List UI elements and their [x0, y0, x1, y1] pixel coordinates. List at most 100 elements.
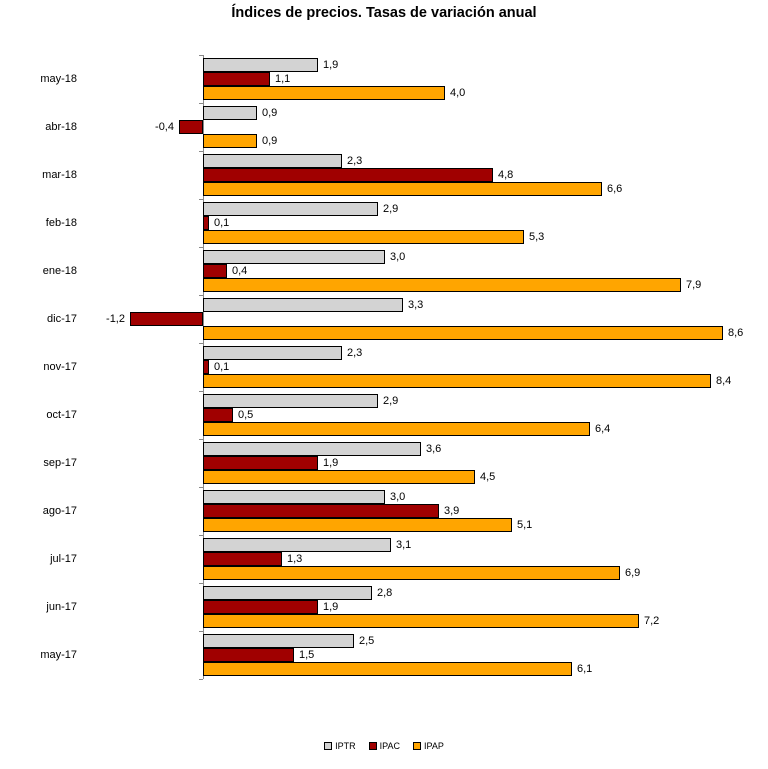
- bar-ipac-jul-17: [203, 552, 282, 566]
- category-label: nov-17: [43, 361, 77, 373]
- bar-ipac-ago-17: [203, 504, 439, 518]
- chart-legend: IPTR IPAC IPAP: [0, 741, 768, 751]
- bar-ipac-may-18: [203, 72, 270, 86]
- category-label: oct-17: [46, 409, 77, 421]
- bar-value-label: 2,3: [347, 347, 363, 359]
- axis-tick: [199, 535, 203, 536]
- bar-value-label: 3,0: [390, 251, 406, 263]
- bar-ipap-abr-18: [203, 134, 257, 148]
- category-label: feb-18: [45, 217, 77, 229]
- bar-value-label: 5,3: [529, 231, 545, 243]
- legend-label-ipap: IPAP: [424, 741, 444, 751]
- bar-ipap-may-18: [203, 86, 445, 100]
- bar-value-label: 6,4: [595, 423, 611, 435]
- bar-value-label: -1,2: [106, 313, 125, 325]
- bar-value-label: 0,4: [232, 265, 248, 277]
- bar-value-label: 0,5: [238, 409, 254, 421]
- category-label: ene-18: [42, 265, 77, 277]
- bar-ipac-dic-17: [130, 312, 203, 326]
- bar-ipap-jul-17: [203, 566, 620, 580]
- bar-ipap-sep-17: [203, 470, 475, 484]
- chart-title: Índices de precios. Tasas de variación a…: [231, 5, 537, 21]
- bar-value-label: 2,8: [377, 587, 393, 599]
- category-label: jul-17: [50, 553, 77, 565]
- axis-tick: [199, 199, 203, 200]
- bar-ipac-ene-18: [203, 264, 227, 278]
- category-label: mar-18: [42, 169, 77, 181]
- category-label: dic-17: [47, 313, 77, 325]
- category-label: ago-17: [42, 505, 77, 517]
- axis-tick: [199, 151, 203, 152]
- axis-tick: [199, 391, 203, 392]
- bar-ipac-may-17: [203, 648, 294, 662]
- bar-value-label: 1,9: [323, 457, 339, 469]
- bar-value-label: 3,9: [444, 505, 460, 517]
- bar-value-label: 0,9: [262, 135, 278, 147]
- axis-tick: [199, 439, 203, 440]
- bar-value-label: 2,9: [383, 395, 399, 407]
- bar-value-label: 7,2: [644, 615, 660, 627]
- bar-ipap-dic-17: [203, 326, 723, 340]
- axis-tick: [199, 295, 203, 296]
- bar-value-label: 4,5: [480, 471, 496, 483]
- bar-value-label: 3,6: [426, 443, 442, 455]
- bar-value-label: 4,0: [450, 87, 466, 99]
- bar-value-label: 2,3: [347, 155, 363, 167]
- bar-ipap-jun-17: [203, 614, 639, 628]
- bar-iptr-sep-17: [203, 442, 421, 456]
- bar-ipac-abr-18: [179, 120, 203, 134]
- bar-iptr-ago-17: [203, 490, 385, 504]
- axis-tick: [199, 247, 203, 248]
- bar-value-label: -0,4: [155, 121, 174, 133]
- legend-swatch-ipap-icon: [413, 742, 421, 750]
- bar-value-label: 1,9: [323, 59, 339, 71]
- bar-value-label: 2,5: [359, 635, 375, 647]
- bar-value-label: 3,3: [408, 299, 424, 311]
- bar-value-label: 0,1: [214, 361, 230, 373]
- category-label: may-18: [40, 73, 77, 85]
- axis-tick: [199, 583, 203, 584]
- bar-iptr-ene-18: [203, 250, 385, 264]
- bar-iptr-oct-17: [203, 394, 378, 408]
- bar-value-label: 4,8: [498, 169, 514, 181]
- bar-iptr-jun-17: [203, 586, 372, 600]
- bar-iptr-dic-17: [203, 298, 403, 312]
- category-label: may-17: [40, 649, 77, 661]
- bar-value-label: 5,1: [517, 519, 533, 531]
- bar-value-label: 1,1: [275, 73, 291, 85]
- bar-value-label: 7,9: [686, 279, 702, 291]
- axis-tick: [199, 487, 203, 488]
- bar-iptr-jul-17: [203, 538, 391, 552]
- bar-value-label: 1,9: [323, 601, 339, 613]
- bar-ipap-ene-18: [203, 278, 681, 292]
- bar-iptr-nov-17: [203, 346, 342, 360]
- bar-value-label: 6,9: [625, 567, 641, 579]
- legend-item-ipac: IPAC: [368, 741, 400, 751]
- bar-ipac-feb-18: [203, 216, 209, 230]
- bar-ipap-may-17: [203, 662, 572, 676]
- bar-value-label: 8,4: [716, 375, 732, 387]
- bar-value-label: 3,1: [396, 539, 412, 551]
- bar-ipac-mar-18: [203, 168, 493, 182]
- bar-ipap-mar-18: [203, 182, 602, 196]
- legend-swatch-iptr-icon: [324, 742, 333, 750]
- bar-iptr-may-17: [203, 634, 354, 648]
- bar-value-label: 1,5: [299, 649, 315, 661]
- legend-label-iptr: IPTR: [335, 741, 356, 751]
- bar-iptr-feb-18: [203, 202, 378, 216]
- legend-item-iptr: IPTR: [324, 741, 356, 751]
- bar-ipap-ago-17: [203, 518, 512, 532]
- bar-ipac-jun-17: [203, 600, 318, 614]
- bar-ipap-nov-17: [203, 374, 711, 388]
- category-label: sep-17: [43, 457, 77, 469]
- bar-value-label: 1,3: [287, 553, 303, 565]
- axis-tick: [199, 343, 203, 344]
- bar-value-label: 6,1: [577, 663, 593, 675]
- bar-iptr-may-18: [203, 58, 318, 72]
- bar-ipac-oct-17: [203, 408, 233, 422]
- legend-swatch-ipac-icon: [368, 742, 377, 750]
- bar-value-label: 0,9: [262, 107, 278, 119]
- bar-value-label: 0,1: [214, 217, 230, 229]
